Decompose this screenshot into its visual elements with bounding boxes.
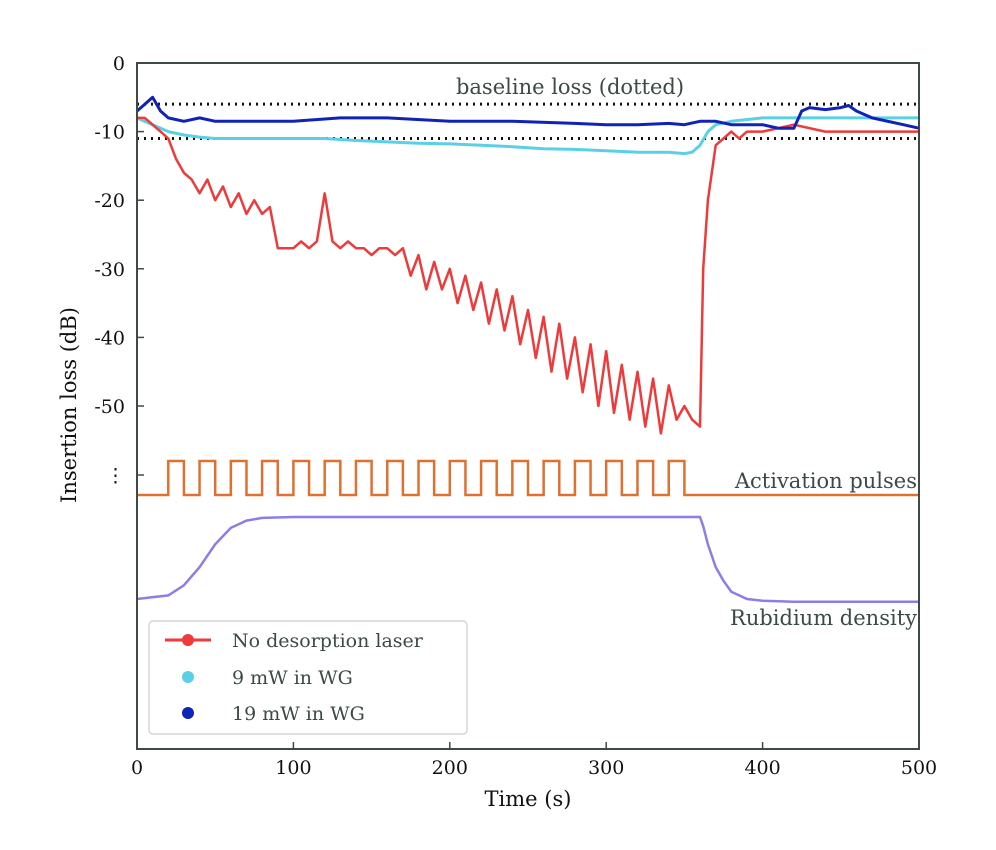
series-19-mw-in-wg — [136, 95, 920, 130]
legend-marker-icon — [182, 671, 194, 683]
x-tick-label: 500 — [901, 757, 937, 779]
baseline-annotation: baseline loss (dotted) — [456, 75, 684, 99]
y-tick-label: -20 — [94, 190, 125, 212]
data-layer — [136, 95, 920, 603]
activation-pulses-annotation: Activation pulses — [734, 469, 917, 493]
x-tick-label: 400 — [744, 757, 780, 779]
legend-marker-icon — [182, 634, 194, 646]
series-activation-pulses — [137, 459, 919, 497]
x-tick-label: 100 — [275, 757, 311, 779]
x-tick-label: 0 — [131, 757, 143, 779]
x-tick-label: 300 — [588, 757, 624, 779]
series-no-desorption-laser — [137, 116, 919, 435]
legend-label: 19 mW in WG — [232, 703, 365, 725]
y-tick-label: -10 — [94, 122, 125, 144]
legend-frame — [148, 620, 468, 735]
rubidium-density-annotation: Rubidium density — [730, 606, 917, 630]
legend-label: 9 mW in WG — [232, 667, 353, 689]
series-9-mw-in-wg — [136, 116, 919, 156]
y-tick-label: 0 — [113, 53, 125, 75]
legend: No desorption laser 9 mW in WG 19 mW in … — [148, 620, 468, 735]
y-tick-label: -30 — [94, 259, 125, 281]
legend-marker-icon — [182, 707, 194, 719]
y-tick-label: -50 — [94, 396, 125, 418]
legend-entry-19mw: 19 mW in WG — [182, 703, 365, 725]
legend-entry-no-desorption-laser: No desorption laser — [165, 630, 424, 652]
x-axis-title: Time (s) — [485, 787, 572, 811]
y-tick-label: -40 — [94, 327, 125, 349]
legend-entry-9mw: 9 mW in WG — [182, 667, 353, 689]
series-rubidium-density — [136, 515, 919, 603]
x-tick-label: 200 — [432, 757, 468, 779]
axes-frame — [136, 62, 920, 750]
legend-label: No desorption laser — [232, 630, 424, 652]
y-tick-label: ⋮ — [106, 465, 125, 487]
y-axis-title: Insertion loss (dB) — [57, 307, 81, 503]
